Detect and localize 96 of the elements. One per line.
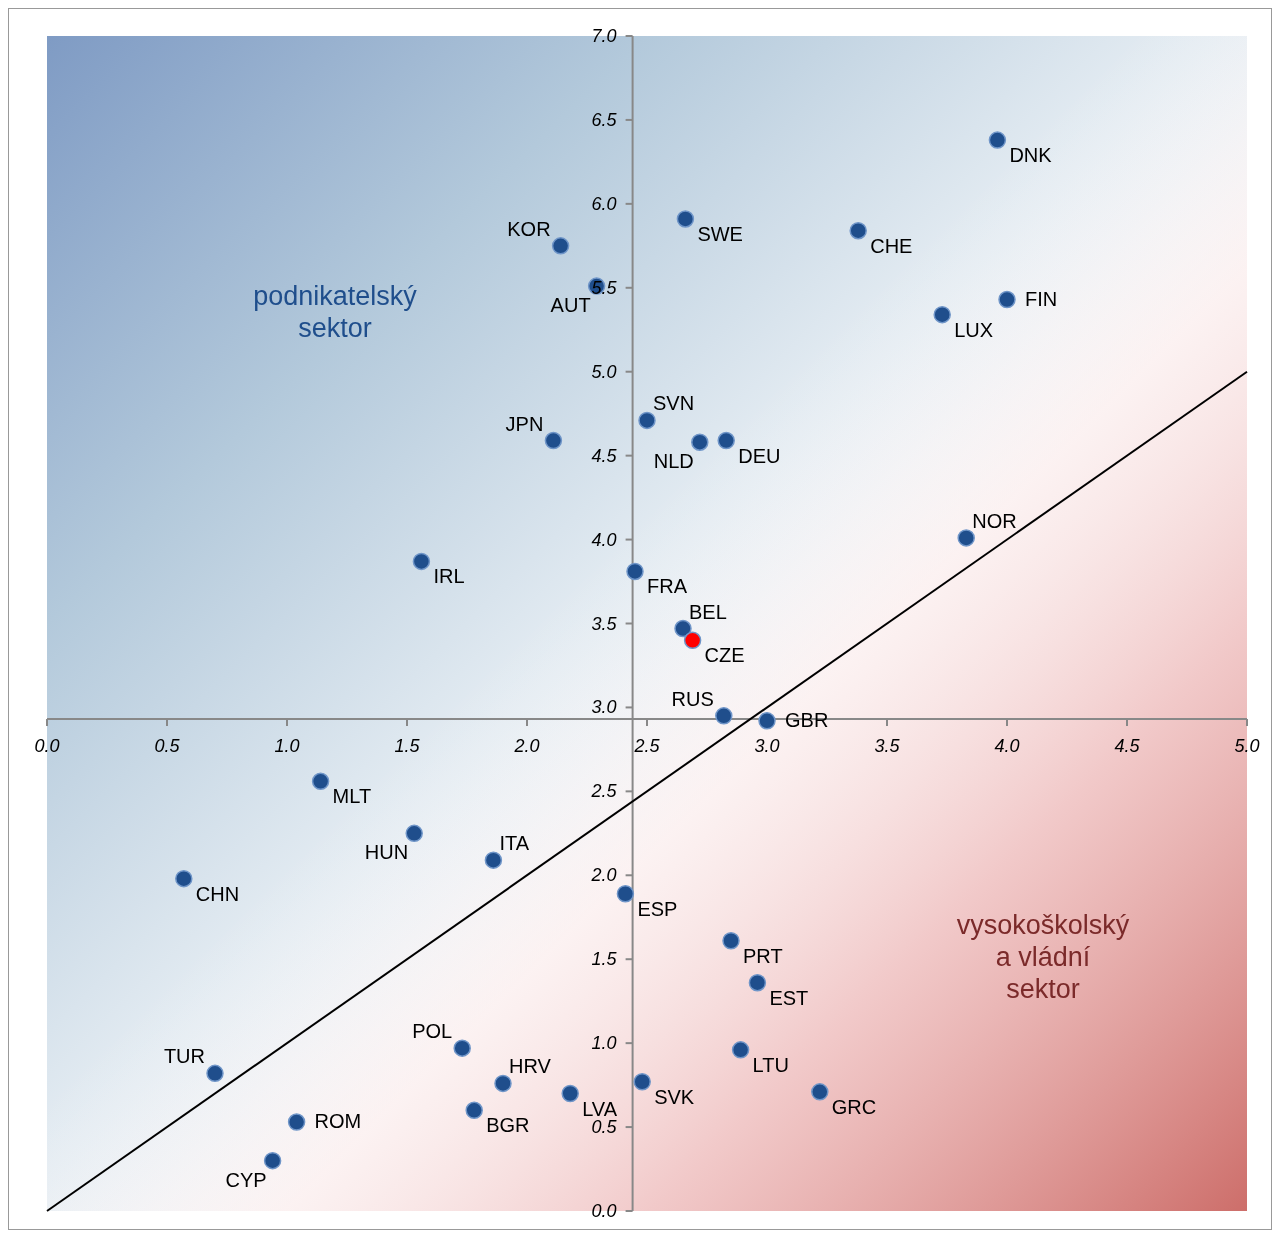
series-label: SWE: [697, 222, 743, 245]
point: [633, 1073, 651, 1091]
y-tick-label: 0.5: [591, 1117, 618, 1138]
series-label: NLD: [653, 450, 694, 473]
series-label: CYP: [225, 1168, 267, 1191]
point: [676, 210, 695, 228]
y-tick-label: 4.0: [591, 529, 617, 550]
y-tick-label: 3.5: [591, 613, 618, 634]
series-label: KOR: [507, 217, 551, 240]
series-label: POL: [412, 1020, 453, 1043]
x-tick-label: 4.5: [1114, 736, 1141, 757]
series-label: AUT: [550, 294, 591, 317]
point: [998, 290, 1016, 309]
point: [691, 433, 709, 451]
x-tick-label: 2.0: [513, 736, 540, 757]
series-label: LUX: [954, 318, 994, 341]
x-tick-label: 0.0: [34, 736, 60, 757]
point: [988, 131, 1007, 149]
point: [957, 529, 975, 547]
series-label: DNK: [1009, 144, 1053, 167]
series-label: JPN: [505, 412, 544, 435]
annotation: podnikatelský sektor: [253, 280, 418, 343]
series-label: DEU: [738, 444, 781, 467]
series-label: GRC: [831, 1095, 877, 1118]
point: [849, 221, 867, 240]
point: [484, 851, 503, 869]
series-label: FRA: [647, 575, 688, 598]
point: [465, 1101, 483, 1120]
series-label: TUR: [163, 1045, 205, 1068]
series-label: CHN: [195, 882, 240, 905]
x-tick-label: 2.5: [633, 736, 661, 757]
point: [638, 411, 656, 430]
series-label: ESP: [637, 897, 678, 920]
series-label: ROM: [314, 1110, 362, 1133]
point: [311, 772, 330, 791]
point: [715, 707, 733, 725]
point: [551, 237, 570, 255]
series-label: SVN: [653, 392, 695, 415]
y-tick-label: 1.5: [591, 949, 618, 970]
point: [287, 1113, 306, 1131]
series-label: PRT: [743, 944, 783, 967]
point: [811, 1083, 829, 1101]
point: [722, 932, 740, 950]
x-tick-label: 1.0: [274, 736, 300, 757]
point: [674, 619, 692, 638]
series-label: HUN: [364, 841, 409, 864]
point: [616, 885, 635, 903]
point: [717, 431, 735, 450]
y-tick-label: 6.0: [591, 193, 617, 214]
y-tick-label: 7.0: [591, 26, 617, 46]
point: [412, 552, 431, 571]
x-tick-label: 5.0: [1234, 736, 1260, 757]
point: [494, 1074, 512, 1093]
y-tick-label: 2.0: [590, 865, 617, 886]
point: [626, 562, 644, 581]
series-label: CHE: [870, 234, 913, 257]
series-label: FIN: [1025, 287, 1058, 310]
x-tick-label: 3.0: [754, 736, 780, 757]
series-label: LTU: [752, 1053, 789, 1076]
y-tick-label: 2.5: [590, 781, 618, 802]
point: [544, 431, 563, 450]
y-tick-label: 0.0: [591, 1201, 617, 1221]
series-label: EST: [769, 986, 809, 1009]
series-label: SVK: [654, 1085, 695, 1108]
point: [561, 1084, 579, 1103]
point: [731, 1041, 750, 1059]
point: [263, 1151, 282, 1170]
x-tick-label: 4.0: [994, 736, 1020, 757]
y-tick-label: 5.0: [591, 361, 617, 382]
y-tick-label: 6.5: [591, 109, 618, 130]
series-label: BGR: [486, 1114, 530, 1137]
series-label: GBR: [785, 708, 829, 731]
point: [175, 869, 193, 888]
x-tick-label: 0.5: [154, 736, 181, 757]
y-tick-label: 1.0: [591, 1033, 617, 1054]
y-tick-label: 3.0: [591, 697, 617, 718]
series-label: NOR: [972, 509, 1017, 532]
series-label: LVA: [582, 1097, 618, 1120]
series-label: MLT: [332, 785, 372, 808]
series-label: CZE: [704, 644, 745, 667]
x-tick-label: 1.5: [394, 736, 421, 757]
point: [933, 305, 951, 324]
series-label: HRV: [509, 1055, 552, 1078]
point: [453, 1039, 471, 1057]
point: [758, 712, 776, 730]
series-label: ITA: [499, 832, 530, 855]
y-tick-label: 4.5: [591, 445, 618, 466]
point: [405, 824, 423, 843]
point: [748, 973, 767, 992]
series-label: BEL: [689, 600, 727, 623]
annotation: vysokoškolský a vládní sektor: [956, 910, 1130, 1005]
x-tick-label: 3.5: [874, 736, 901, 757]
point: [206, 1064, 224, 1083]
series-label: RUS: [671, 687, 714, 710]
series-label: IRL: [433, 565, 465, 588]
point: [683, 631, 702, 650]
